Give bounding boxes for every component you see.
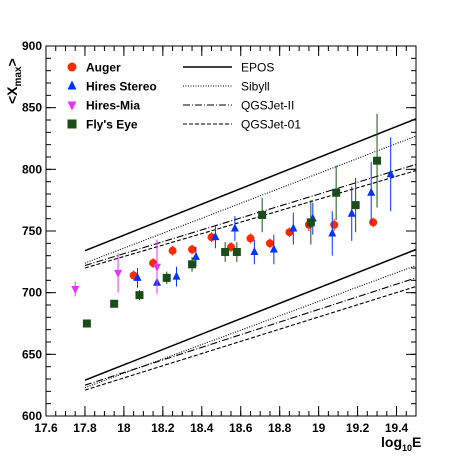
legend-marker-hires-mia <box>67 101 77 111</box>
y-tick-label: 850 <box>22 101 42 115</box>
data-point-hires-stereo <box>269 244 278 253</box>
x-tick-label: 19.4 <box>385 421 409 435</box>
legend-label: Auger <box>86 61 121 75</box>
data-point-fly-s-eye <box>373 156 382 165</box>
x-tick-label: 18.2 <box>151 421 175 435</box>
y-tick-label: 700 <box>22 286 42 300</box>
legend-marker-auger <box>67 62 77 72</box>
legend-marker-hires-stereo <box>67 80 77 90</box>
data-point-fly-s-eye <box>110 299 119 308</box>
legend-label: Fly's Eye <box>86 118 138 132</box>
data-point-fly-s-eye <box>232 247 241 256</box>
x-tick-label: 19 <box>312 421 326 435</box>
legend-label: Sibyll <box>241 80 270 94</box>
data-point-hires-mia <box>114 269 123 278</box>
x-tick-label: 18 <box>117 421 131 435</box>
data-point-fly-s-eye <box>221 247 230 256</box>
data-point-hires-stereo <box>191 251 200 260</box>
data-point-auger <box>188 245 197 254</box>
y-axis-label: <Xmax> <box>4 58 24 104</box>
data-point-auger <box>330 220 339 229</box>
y-tick-label: 800 <box>22 162 42 176</box>
data-point-fly-s-eye <box>258 210 267 219</box>
data-point-hires-mia <box>71 285 80 294</box>
model-line-qgsjet-ii-lower <box>84 277 417 386</box>
data-point-hires-stereo <box>211 232 220 241</box>
x-tick-label: 18.4 <box>190 421 214 435</box>
data-point-auger <box>265 239 274 248</box>
data-point-hires-stereo <box>250 246 259 255</box>
data-point-fly-s-eye <box>82 319 91 328</box>
legend: Auger Hires Stereo Hires-Mia Fly's Eye EPOS S… <box>67 61 301 132</box>
data-point-fly-s-eye <box>306 218 315 227</box>
data-point-hires-stereo <box>133 272 142 281</box>
x-tick-label: 17.8 <box>73 421 97 435</box>
data-point-fly-s-eye <box>135 291 144 300</box>
data-point-fly-s-eye <box>332 188 341 197</box>
data-point-hires-stereo <box>230 223 239 232</box>
legend-marker-fly-s-eye <box>67 119 77 129</box>
data-point-hires-stereo <box>347 208 356 217</box>
data-point-hires-stereo <box>386 169 395 178</box>
legend-label: Hires-Mia <box>86 99 140 113</box>
x-axis-label-suffix: E <box>412 434 421 450</box>
data-point-auger <box>246 234 255 243</box>
y-tick-label: 600 <box>22 409 42 423</box>
x-tick-label: 17.6 <box>34 421 58 435</box>
model-line-sibyll-upper <box>84 135 417 264</box>
data-point-fly-s-eye <box>351 201 360 210</box>
y-axis-label-subscript: max <box>13 66 24 86</box>
model-line-qgsjet-01-lower <box>84 285 417 391</box>
model-line-epos-lower <box>84 248 417 381</box>
x-axis-label: log10E <box>381 434 421 453</box>
data-points <box>71 113 395 328</box>
legend-label: QGSJet-II <box>241 99 294 113</box>
data-point-hires-stereo <box>172 271 181 280</box>
x-axis-label-subscript: 10 <box>402 443 412 453</box>
data-point-hires-stereo <box>367 187 376 196</box>
legend-label: Hires Stereo <box>86 80 157 94</box>
x-tick-label: 19.2 <box>346 421 370 435</box>
y-tick-label: 900 <box>22 39 42 53</box>
data-point-hires-stereo <box>328 228 337 237</box>
model-line-qgsjet-01-upper <box>84 170 417 269</box>
model-line-qgsjet-ii-upper <box>84 163 417 267</box>
data-point-hires-mia <box>153 263 161 272</box>
data-point-hires-stereo <box>289 223 298 232</box>
data-point-fly-s-eye <box>188 260 197 269</box>
model-line-epos-upper <box>84 118 417 252</box>
data-point-auger <box>369 218 378 227</box>
y-tick-label: 750 <box>22 224 42 238</box>
tick-labels: 17.6 17.8 18 18.2 18.4 18.6 18.8 19 19.2 19.4 600 6… <box>22 39 409 435</box>
axis-ticks <box>45 45 417 417</box>
x-tick-label: 18.6 <box>229 421 253 435</box>
legend-label: QGSJet-01 <box>241 118 301 132</box>
model-lines <box>84 118 417 391</box>
data-point-fly-s-eye <box>162 273 171 282</box>
x-tick-label: 18.8 <box>268 421 292 435</box>
y-tick-label: 650 <box>22 347 42 361</box>
legend-label: EPOS <box>241 61 274 75</box>
data-point-auger <box>168 246 177 255</box>
y-axis-label-suffix: > <box>4 58 20 66</box>
